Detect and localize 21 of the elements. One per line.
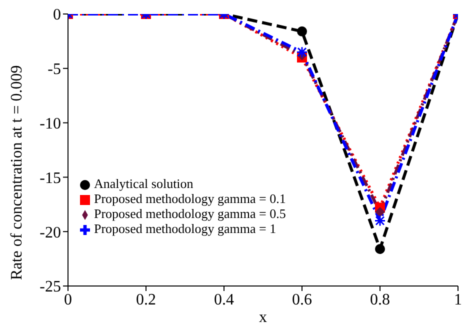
y-tick-label: 0 xyxy=(53,6,61,24)
point xyxy=(375,207,385,218)
y-tick-label: -20 xyxy=(40,224,61,242)
x-tick-label: 0.2 xyxy=(136,291,156,308)
x-axis-title: x xyxy=(259,309,267,326)
y-tick-label: -25 xyxy=(40,278,61,296)
x-tick-label: 0.4 xyxy=(214,291,234,308)
point xyxy=(375,244,385,254)
legend-label: Proposed methodology gamma = 0.5 xyxy=(94,206,286,221)
x-tick-label: 0.6 xyxy=(292,291,312,308)
point xyxy=(374,214,386,226)
x-tick-label: 0.8 xyxy=(370,291,390,308)
y-tick-label: -5 xyxy=(48,61,61,78)
y-axis-title: Rate of concentration at t = 0.009 xyxy=(8,65,26,280)
legend-label: Proposed methodology gamma = 0.1 xyxy=(94,191,286,206)
y-tick-label: -10 xyxy=(40,115,61,132)
legend-label: Analytical solution xyxy=(94,176,194,191)
x-tick-label: 1 xyxy=(454,291,462,308)
x-tick-label: 0 xyxy=(64,291,72,308)
y-tick-label: -15 xyxy=(40,170,61,187)
legend-label: Proposed methodology gamma = 1 xyxy=(94,221,276,236)
